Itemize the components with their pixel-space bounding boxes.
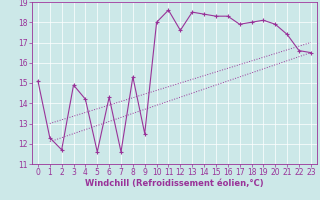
X-axis label: Windchill (Refroidissement éolien,°C): Windchill (Refroidissement éolien,°C) [85, 179, 264, 188]
